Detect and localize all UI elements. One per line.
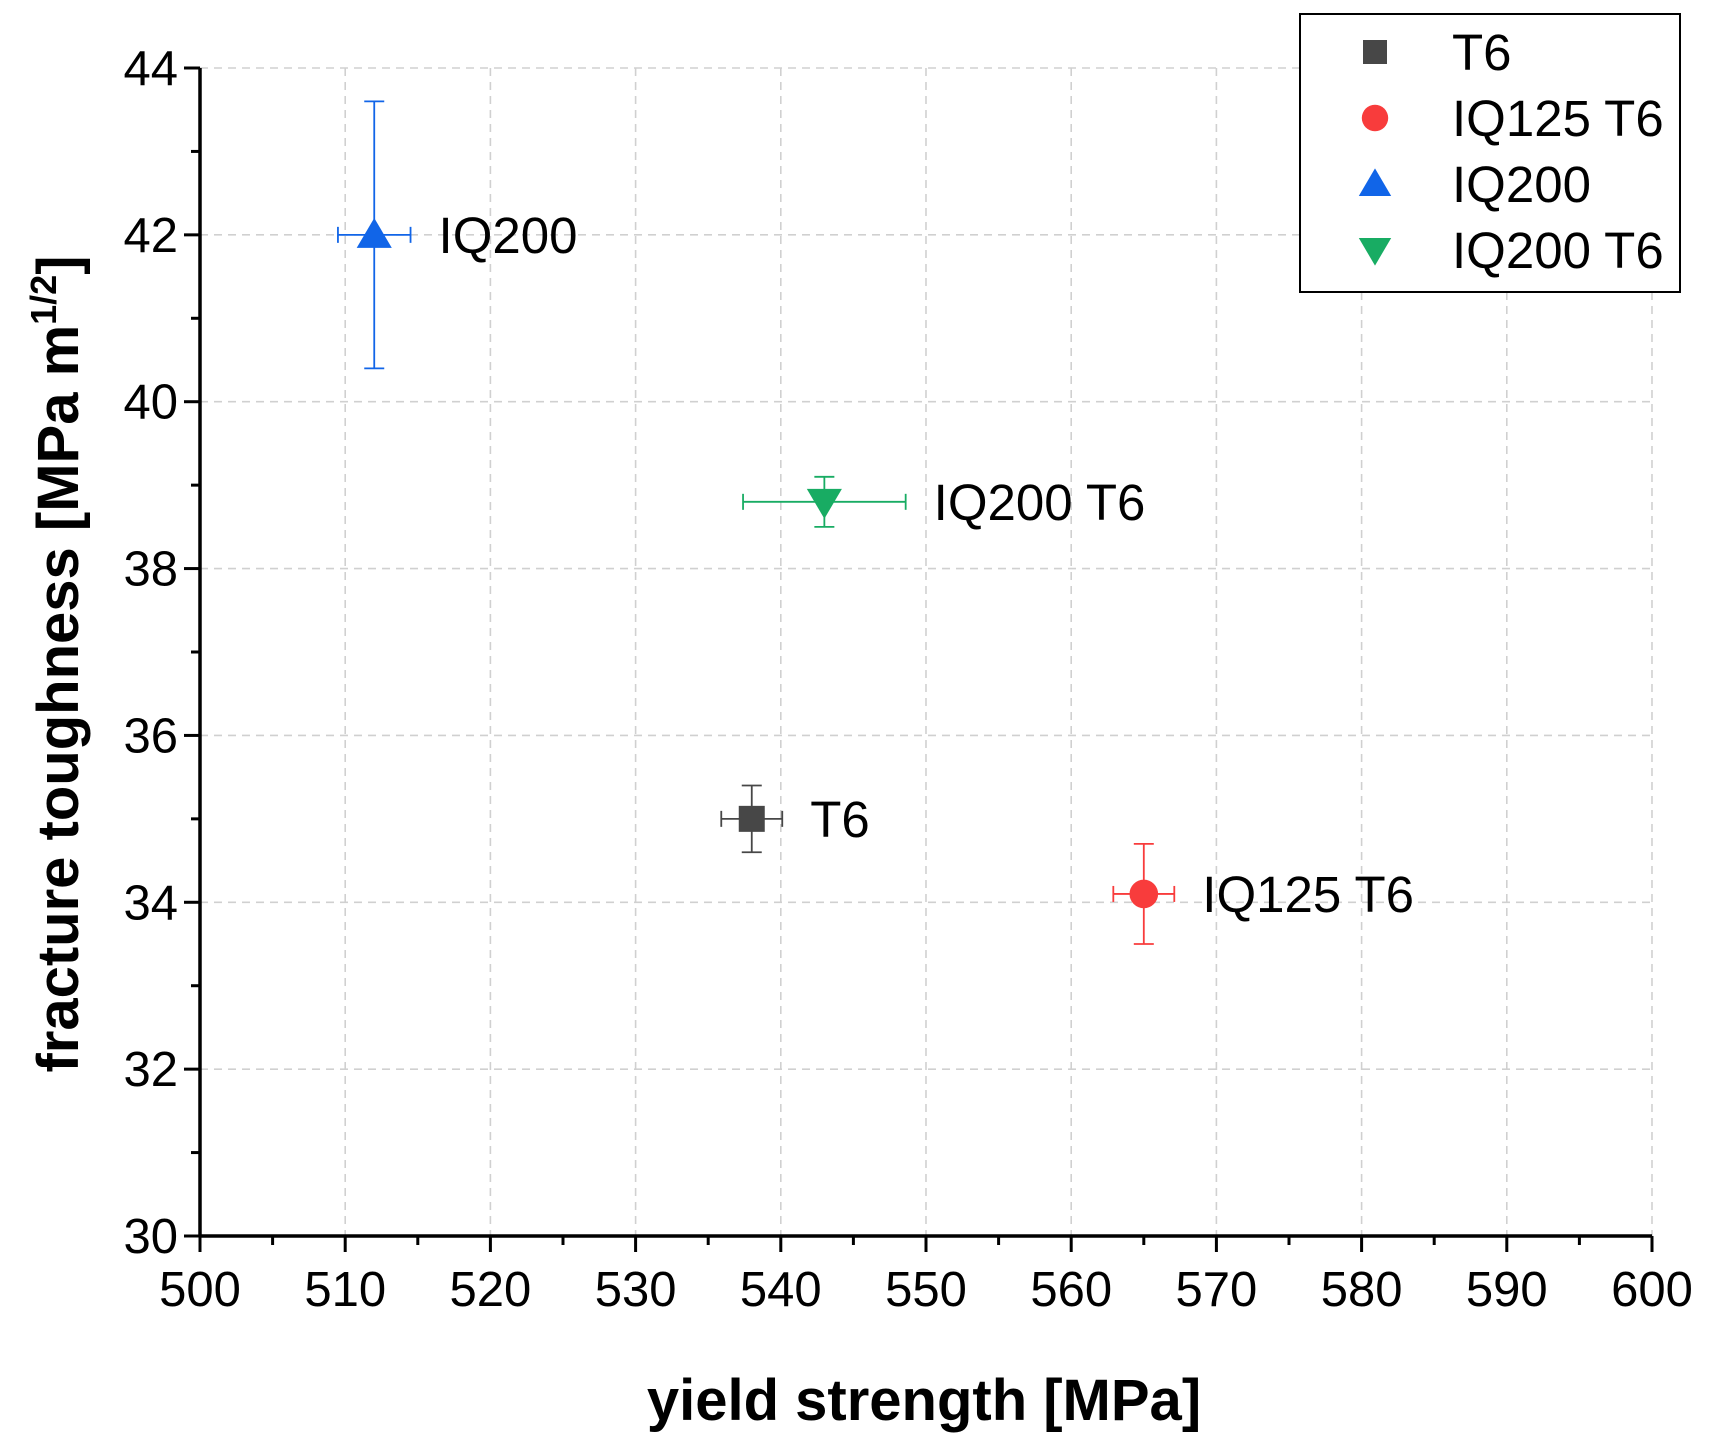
legend-marker-iq200-t6 bbox=[1358, 238, 1392, 266]
y-tick-label: 34 bbox=[123, 876, 178, 930]
data-point-iq200 bbox=[356, 217, 392, 248]
x-tick-label: 500 bbox=[159, 1263, 241, 1317]
point-label-iq125-t6: IQ125 T6 bbox=[1202, 866, 1414, 923]
x-tick-label: 590 bbox=[1466, 1263, 1548, 1317]
grid-lines bbox=[200, 67, 1653, 1236]
x-tick-label: 600 bbox=[1611, 1263, 1693, 1317]
legend-marker-iq200 bbox=[1358, 168, 1392, 196]
axis-ticks: 500 510 520 530 540 550 560 570 580 590 600 30 32 34 3… bbox=[123, 42, 1692, 1317]
point-label-iq200: IQ200 bbox=[439, 207, 578, 264]
x-tick-label: 580 bbox=[1321, 1263, 1403, 1317]
legend-marker-iq125-t6 bbox=[1361, 104, 1389, 132]
legend-label-iq125-t6: IQ125 T6 bbox=[1452, 90, 1664, 147]
legend: T6 IQ125 T6 IQ200 IQ200 T6 bbox=[1299, 13, 1681, 293]
legend-label-t6: T6 bbox=[1452, 24, 1512, 81]
point-labels: T6 IQ125 T6 IQ200 IQ200 T6 bbox=[439, 207, 1414, 923]
y-tick-label: 44 bbox=[123, 42, 178, 96]
point-label-iq200-t6: IQ200 T6 bbox=[934, 474, 1146, 531]
data-point-iq200-t6 bbox=[806, 488, 842, 519]
y-tick-label: 42 bbox=[123, 209, 178, 263]
x-tick-label: 530 bbox=[595, 1263, 677, 1317]
data-point-t6 bbox=[738, 805, 765, 832]
x-tick-label: 510 bbox=[304, 1263, 386, 1317]
legend-label-iq200-t6: IQ200 T6 bbox=[1452, 222, 1664, 279]
data-points bbox=[356, 217, 1159, 909]
y-tick-label: 36 bbox=[123, 709, 178, 763]
x-axis-title: yield strength [MPa] bbox=[647, 1368, 1201, 1433]
y-tick-label: 40 bbox=[123, 376, 178, 430]
x-tick-label: 560 bbox=[1030, 1263, 1112, 1317]
legend-label-iq200: IQ200 bbox=[1452, 156, 1591, 213]
y-axis-title-superscript: 1/2 bbox=[23, 275, 64, 325]
y-axis-title: fracture toughness [MPa m1/2] bbox=[23, 255, 91, 1072]
y-axis-title-main: fracture toughness [MPa m bbox=[26, 325, 91, 1073]
x-tick-label: 570 bbox=[1176, 1263, 1258, 1317]
x-tick-label: 520 bbox=[450, 1263, 532, 1317]
x-tick-label: 540 bbox=[740, 1263, 822, 1317]
y-tick-label: 38 bbox=[123, 543, 178, 597]
y-tick-label: 32 bbox=[123, 1043, 178, 1097]
y-tick-label: 30 bbox=[123, 1210, 178, 1264]
legend-marker-t6 bbox=[1363, 40, 1387, 64]
y-axis-title-close: ] bbox=[26, 255, 91, 274]
x-tick-label: 550 bbox=[885, 1263, 967, 1317]
point-label-t6: T6 bbox=[810, 791, 870, 848]
data-point-iq125-t6 bbox=[1129, 879, 1159, 909]
